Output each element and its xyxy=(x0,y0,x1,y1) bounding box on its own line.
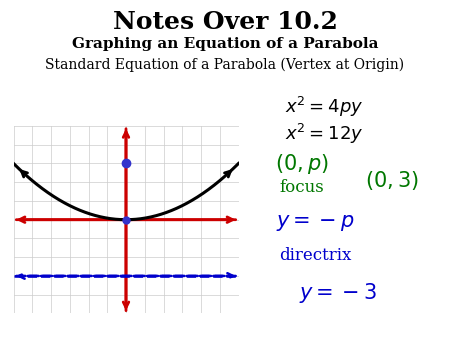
Text: $y = -p$: $y = -p$ xyxy=(276,213,354,233)
Text: focus: focus xyxy=(279,179,324,196)
Text: Notes Over 10.2: Notes Over 10.2 xyxy=(112,10,338,34)
Text: $(0, p)$: $(0, p)$ xyxy=(274,152,328,176)
Text: $(0, 3)$: $(0, 3)$ xyxy=(364,169,418,192)
Text: $x^2 = 12y$: $x^2 = 12y$ xyxy=(285,122,363,146)
Text: directrix: directrix xyxy=(279,247,351,264)
Text: $x^2 = 4py$: $x^2 = 4py$ xyxy=(285,95,363,119)
Text: Standard Equation of a Parabola (Vertex at Origin): Standard Equation of a Parabola (Vertex … xyxy=(45,57,405,72)
Text: Graphing an Equation of a Parabola: Graphing an Equation of a Parabola xyxy=(72,37,378,51)
Text: $y = -3$: $y = -3$ xyxy=(299,281,376,305)
